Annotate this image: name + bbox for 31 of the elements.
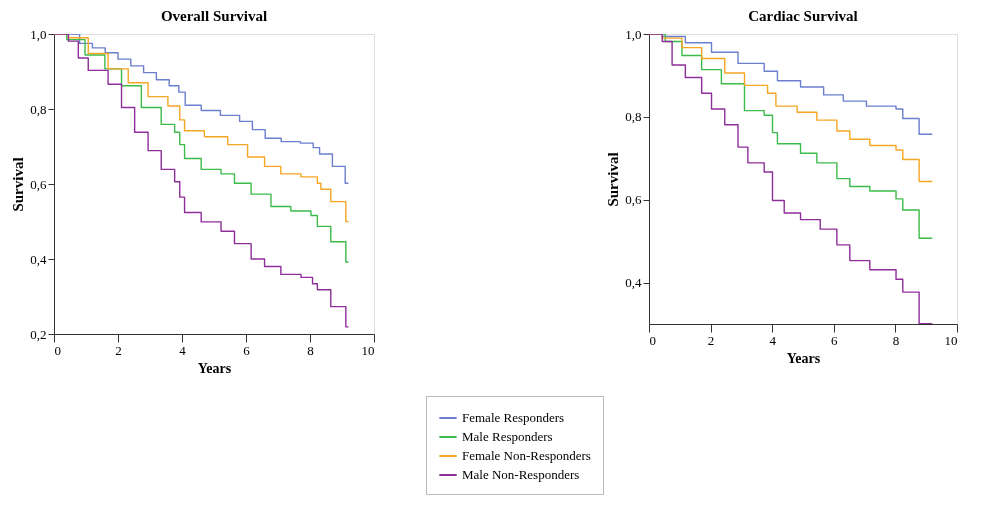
x-tick-label: 0 [54,342,61,358]
legend-label: Female Responders [462,410,565,425]
x-tick-label: 0 [649,332,656,348]
x-axis-title: Years [197,360,232,376]
x-tick-label: 4 [179,342,187,358]
x-tick-label: 6 [831,332,839,348]
x-tick-label: 8 [307,342,314,358]
y-tick-label: 0,4 [30,251,47,267]
x-tick-label: 8 [892,332,900,348]
x-tick-label: 10 [361,342,375,358]
x-tick-label: 6 [243,342,251,358]
chart-title: Overall Survival [160,8,268,24]
x-axis-title: Years [786,350,821,366]
x-tick-label: 4 [769,332,777,348]
y-tick-label: 0,2 [30,326,47,342]
y-tick-label: 0,8 [625,109,642,125]
x-tick-label: 2 [115,342,122,358]
legend-label: Male Responders [462,429,553,444]
legend-label: Female Non-Responders [462,448,591,463]
y-tick-label: 1,0 [625,26,642,42]
y-tick-label: 1,0 [30,26,47,42]
y-tick-label: 0,8 [30,101,47,117]
y-axis-title: Survival [10,157,27,212]
y-axis-title: Survival [605,152,622,207]
legend-label: Male Non-Responders [462,467,580,482]
x-tick-label: 10 [944,332,958,348]
y-tick-label: 0,6 [30,176,47,192]
chart-title: Cardiac Survival [748,8,858,24]
y-tick-label: 0,4 [625,275,642,291]
x-tick-label: 2 [707,332,715,348]
y-tick-label: 0,6 [625,192,642,208]
